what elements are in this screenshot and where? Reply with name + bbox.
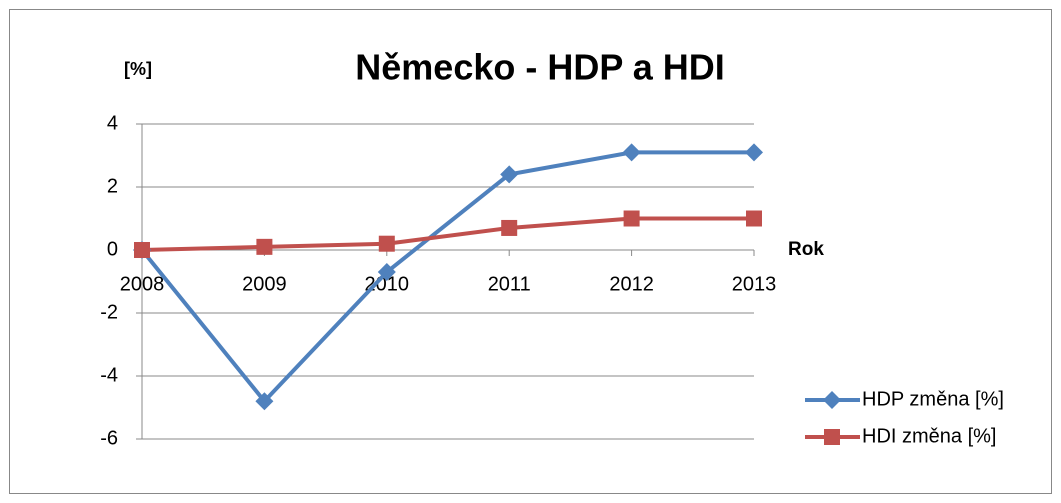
series-line <box>140 150 754 405</box>
point <box>256 238 273 255</box>
point <box>377 263 396 282</box>
legend-marker <box>824 429 840 445</box>
point <box>378 235 395 252</box>
legend-label: HDI změna [%] <box>862 425 996 447</box>
legend-label: HDP změna [%] <box>862 388 1004 410</box>
point <box>501 219 518 236</box>
x-tick-label: 2013 <box>732 273 777 295</box>
point <box>255 392 274 411</box>
y-tick-label: 2 <box>107 175 118 197</box>
y-tick-label: -4 <box>100 364 118 386</box>
x-tick-label: 2010 <box>365 273 410 295</box>
point <box>500 165 519 184</box>
x-axis-label: Rok <box>788 239 824 260</box>
x-tick-label: 2012 <box>609 273 654 295</box>
series-line <box>141 216 754 252</box>
y-tick-label: -6 <box>100 427 118 449</box>
y-tick-label: 4 <box>107 112 118 134</box>
y-tick-label: -2 <box>100 301 118 323</box>
point <box>622 143 641 162</box>
legend-marker <box>823 391 841 409</box>
x-tick-label: 2009 <box>242 273 287 295</box>
y-axis-label: [%] <box>124 59 152 79</box>
point <box>134 242 150 258</box>
point <box>745 143 763 162</box>
chart-frame <box>9 9 1052 494</box>
x-tick-label: 2011 <box>488 273 531 295</box>
point <box>746 210 762 227</box>
x-tick-label: 2008 <box>120 273 165 295</box>
y-tick-label: 0 <box>107 238 118 260</box>
point <box>623 210 640 227</box>
chart-title: Německo - HDP a HDI <box>355 47 724 88</box>
